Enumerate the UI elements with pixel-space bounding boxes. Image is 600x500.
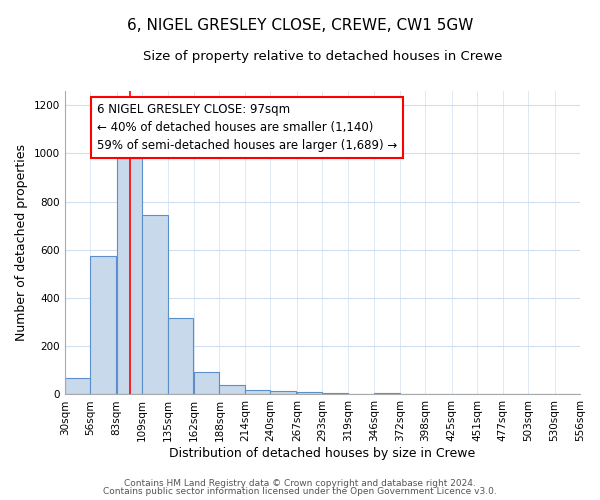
Title: Size of property relative to detached houses in Crewe: Size of property relative to detached ho… (143, 50, 502, 63)
Text: Contains HM Land Registry data © Crown copyright and database right 2024.: Contains HM Land Registry data © Crown c… (124, 478, 476, 488)
Text: 6 NIGEL GRESLEY CLOSE: 97sqm
← 40% of detached houses are smaller (1,140)
59% of: 6 NIGEL GRESLEY CLOSE: 97sqm ← 40% of de… (97, 102, 397, 152)
Text: Contains public sector information licensed under the Open Government Licence v3: Contains public sector information licen… (103, 487, 497, 496)
Bar (297, 392, 322, 394)
Bar (271, 391, 296, 394)
Bar (245, 390, 271, 394)
Bar (220, 385, 245, 394)
Bar (65, 378, 90, 394)
Bar (116, 152, 142, 394)
Text: 6, NIGEL GRESLEY CLOSE, CREWE, CW1 5GW: 6, NIGEL GRESLEY CLOSE, CREWE, CW1 5GW (127, 18, 473, 32)
Y-axis label: Number of detached properties: Number of detached properties (15, 144, 28, 341)
Bar (142, 215, 167, 394)
Bar (90, 256, 116, 394)
X-axis label: Distribution of detached houses by size in Crewe: Distribution of detached houses by size … (169, 447, 475, 460)
Bar (194, 372, 220, 394)
Bar (167, 318, 193, 394)
